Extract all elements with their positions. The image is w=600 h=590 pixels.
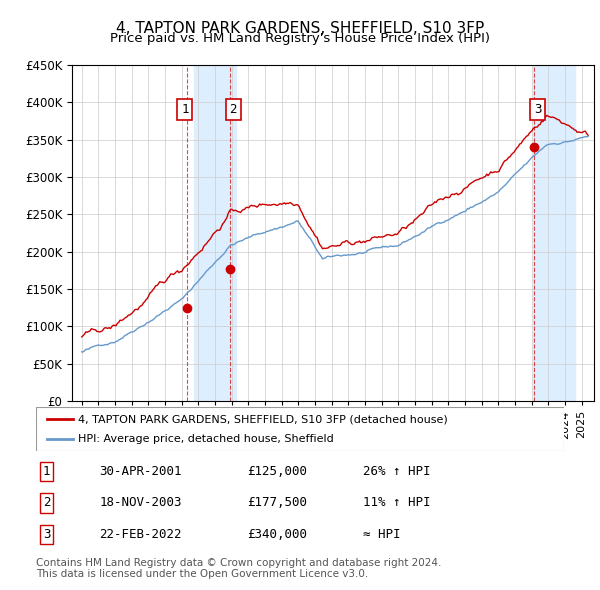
Bar (533, 65, 575, 401)
Text: HPI: Average price, detached house, Sheffield: HPI: Average price, detached house, Shef… (78, 434, 334, 444)
FancyBboxPatch shape (36, 407, 564, 451)
Text: ≈ HPI: ≈ HPI (364, 527, 401, 540)
Text: £177,500: £177,500 (247, 496, 307, 510)
Text: Contains HM Land Registry data © Crown copyright and database right 2024.
This d: Contains HM Land Registry data © Crown c… (36, 558, 442, 579)
Text: 30-APR-2001: 30-APR-2001 (100, 466, 182, 478)
Text: Price paid vs. HM Land Registry's House Price Index (HPI): Price paid vs. HM Land Registry's House … (110, 32, 490, 45)
Text: 2: 2 (230, 103, 237, 116)
Text: 2: 2 (43, 496, 50, 510)
Text: 11% ↑ HPI: 11% ↑ HPI (364, 496, 431, 510)
Text: 1: 1 (43, 466, 50, 478)
Text: 1: 1 (181, 103, 188, 116)
Text: £125,000: £125,000 (247, 466, 307, 478)
Text: 4, TAPTON PARK GARDENS, SHEFFIELD, S10 3FP (detached house): 4, TAPTON PARK GARDENS, SHEFFIELD, S10 3… (78, 415, 448, 424)
Text: 26% ↑ HPI: 26% ↑ HPI (364, 466, 431, 478)
Text: 3: 3 (43, 527, 50, 540)
Bar (194, 65, 236, 401)
Text: £340,000: £340,000 (247, 527, 307, 540)
Text: 18-NOV-2003: 18-NOV-2003 (100, 496, 182, 510)
Text: 3: 3 (534, 103, 541, 116)
Text: 4, TAPTON PARK GARDENS, SHEFFIELD, S10 3FP: 4, TAPTON PARK GARDENS, SHEFFIELD, S10 3… (116, 21, 484, 35)
Text: 22-FEB-2022: 22-FEB-2022 (100, 527, 182, 540)
